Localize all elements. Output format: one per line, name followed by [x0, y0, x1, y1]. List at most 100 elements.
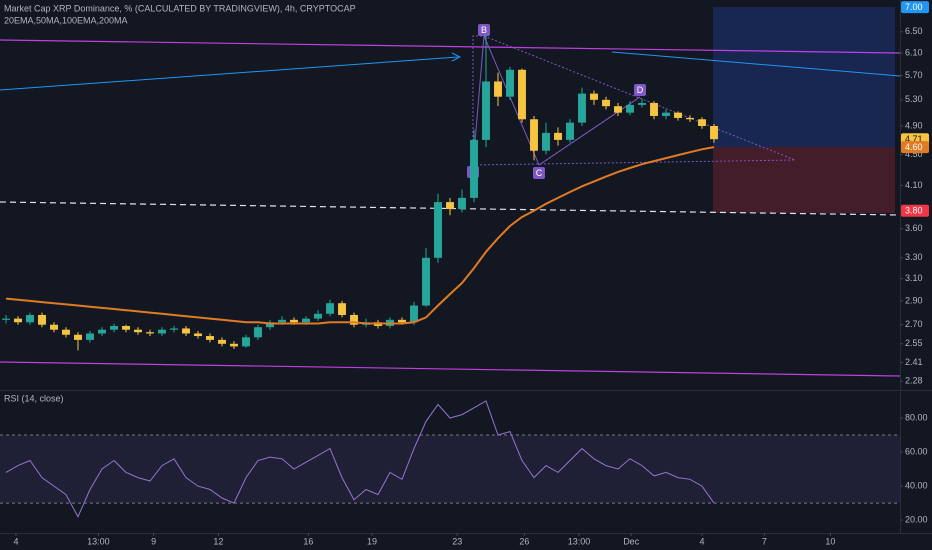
candle-body [530, 119, 538, 151]
candle-body [26, 314, 34, 323]
y-tick-label: 6.50 [905, 26, 923, 36]
y-tick-label: 2.70 [905, 319, 923, 329]
candle-body [266, 322, 274, 328]
candle-body [662, 112, 670, 116]
candle-body [422, 257, 430, 306]
x-tick-label: 23 [452, 536, 462, 546]
y-tick-label: 60.00 [905, 446, 928, 456]
candle-body [158, 329, 166, 334]
candle-body [398, 319, 406, 323]
candle-body [146, 332, 154, 334]
arrow-head [451, 52, 462, 62]
x-tick-label: 4 [699, 536, 704, 546]
candle-body [650, 102, 658, 116]
y-tick-label: 3.60 [905, 223, 923, 233]
candle-body [494, 81, 502, 97]
candle-body [674, 112, 682, 118]
candle-body [686, 117, 694, 120]
y-tick-label: 6.10 [905, 47, 923, 57]
x-tick-label: Dec [623, 536, 640, 546]
x-tick-label: 13:00 [87, 536, 110, 546]
x-tick-label: 9 [151, 536, 156, 546]
x-tick-label: 4 [13, 536, 18, 546]
candle-body [446, 202, 454, 210]
candle-body [170, 328, 178, 330]
y-tick-label: 2.90 [905, 295, 923, 305]
candle-body [38, 314, 46, 325]
y-tick-label: 80.00 [905, 412, 928, 422]
candle-body [434, 202, 442, 258]
candle-body [314, 313, 322, 319]
candle-body [506, 69, 514, 97]
candle-body [482, 81, 490, 140]
candle-body [218, 339, 226, 344]
candle-body [590, 93, 598, 100]
candle-body [182, 328, 190, 334]
trend-arrow [0, 56, 459, 91]
candle-body [86, 333, 94, 340]
candle-body [278, 319, 286, 323]
y-tick-label: 2.55 [905, 338, 923, 348]
candle-body [254, 327, 262, 338]
rsi-line [5, 400, 715, 518]
candle-body [578, 93, 586, 123]
trend-line [611, 51, 901, 77]
price-badge [901, 1, 929, 14]
x-tick-label: 19 [367, 536, 377, 546]
y-tick-label: 4.10 [905, 180, 923, 190]
x-tick-label: 13:00 [568, 536, 591, 546]
y-tick-label: 5.70 [905, 70, 923, 80]
rsi-band [0, 435, 900, 504]
candle-body [98, 329, 106, 334]
x-tick-label: 16 [303, 536, 313, 546]
candle-body [194, 333, 202, 337]
channel-top [0, 39, 901, 54]
x-tick-label: 26 [519, 536, 529, 546]
price-badge-label: 3.80 [905, 206, 923, 216]
candle-body [230, 343, 238, 347]
candle-body [542, 132, 550, 151]
candle-body [110, 325, 118, 330]
candle-body [470, 139, 478, 198]
candle-body [566, 122, 574, 140]
candle-body [710, 126, 718, 140]
pattern-badge [478, 24, 490, 36]
y-tick-label: 5.30 [905, 94, 923, 104]
candle-body [458, 197, 466, 210]
ema-line [5, 146, 715, 325]
channel-bottom [0, 361, 901, 377]
y-tick-label: 20.00 [905, 514, 928, 524]
candle-body [242, 337, 250, 347]
candle-body [206, 336, 214, 340]
candle-body [122, 325, 130, 330]
y-tick-label: 4.90 [905, 120, 923, 130]
candle-body [14, 318, 22, 323]
chart-title: Market Cap XRP Dominance, % (CALCULATED … [4, 3, 356, 13]
candle-body [554, 132, 562, 140]
candle-body [338, 303, 346, 315]
candle-body [518, 69, 526, 120]
candle-body [614, 106, 622, 113]
y-tick-label: 4.50 [905, 149, 923, 159]
candle-body [602, 99, 610, 107]
candle-body [638, 102, 646, 105]
rsi-title: RSI (14, close) [4, 393, 64, 403]
indicator-list: 20EMA,50MA,100EMA,200MA [4, 15, 128, 25]
x-tick-label: 10 [825, 536, 835, 546]
candle-body [290, 319, 298, 323]
pattern-label: C [536, 168, 543, 178]
y-tick-label: 3.30 [905, 252, 923, 262]
x-tick-label: 7 [762, 536, 767, 546]
candle-body [302, 318, 310, 323]
candle-body [350, 314, 358, 325]
candle-body [2, 318, 10, 320]
x-tick-label: 12 [213, 536, 223, 546]
pattern-badge [634, 84, 646, 96]
candle-body [74, 334, 82, 340]
y-tick-label: 2.41 [905, 357, 923, 367]
candle-body [626, 104, 634, 113]
y-tick-label: 40.00 [905, 480, 928, 490]
loss-zone [713, 147, 895, 213]
